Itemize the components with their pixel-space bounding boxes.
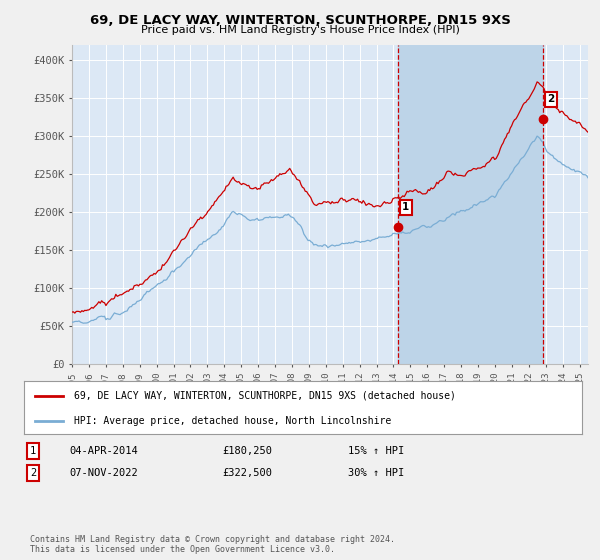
Text: 1: 1 (30, 446, 36, 456)
Text: 04-APR-2014: 04-APR-2014 (69, 446, 138, 456)
Text: 30% ↑ HPI: 30% ↑ HPI (348, 468, 404, 478)
Text: 69, DE LACY WAY, WINTERTON, SCUNTHORPE, DN15 9XS: 69, DE LACY WAY, WINTERTON, SCUNTHORPE, … (89, 14, 511, 27)
Text: 07-NOV-2022: 07-NOV-2022 (69, 468, 138, 478)
Text: £180,250: £180,250 (222, 446, 272, 456)
Bar (398, 45, 543, 364)
Text: Price paid vs. HM Land Registry's House Price Index (HPI): Price paid vs. HM Land Registry's House … (140, 25, 460, 35)
Text: £322,500: £322,500 (222, 468, 272, 478)
Text: 2: 2 (30, 468, 36, 478)
Text: 69, DE LACY WAY, WINTERTON, SCUNTHORPE, DN15 9XS (detached house): 69, DE LACY WAY, WINTERTON, SCUNTHORPE, … (74, 391, 456, 401)
Text: HPI: Average price, detached house, North Lincolnshire: HPI: Average price, detached house, Nort… (74, 416, 391, 426)
Text: 1: 1 (402, 202, 409, 212)
Text: 15% ↑ HPI: 15% ↑ HPI (348, 446, 404, 456)
Text: Contains HM Land Registry data © Crown copyright and database right 2024.
This d: Contains HM Land Registry data © Crown c… (30, 535, 395, 554)
Text: 2: 2 (547, 94, 554, 104)
